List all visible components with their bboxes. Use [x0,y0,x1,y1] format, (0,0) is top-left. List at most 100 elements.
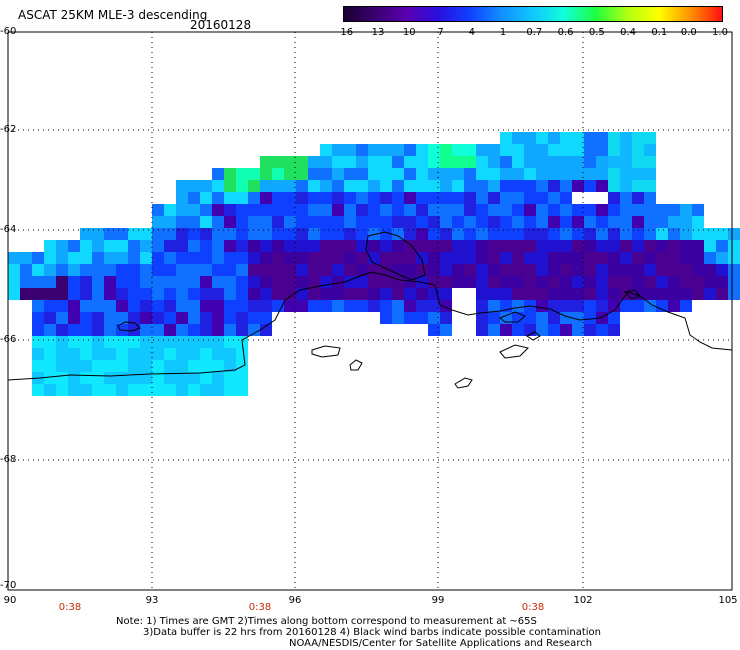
note-line-1: Note: 1) Times are GMT 2)Times along bot… [116,616,537,627]
swath-cell [308,168,320,180]
swath-cell [140,264,152,276]
swath-cell [428,240,440,252]
swath-cell [296,276,308,288]
swath-cell [560,240,572,252]
swath-cell [392,312,404,324]
swath-cell [320,192,332,204]
swath-cell [404,300,416,312]
swath-cell [416,228,428,240]
swath-cell [200,276,212,288]
swath-cell [692,252,704,264]
swath-cell [404,276,416,288]
swath-cell [56,252,68,264]
swath-cell [176,240,188,252]
swath-cell [260,192,272,204]
swath-cell [644,204,656,216]
swath-cell [164,216,176,228]
swath-cell [524,216,536,228]
swath-cell [128,360,140,372]
swath-cell [428,192,440,204]
swath-cell [80,336,92,348]
swath-cell [224,384,236,396]
swath-cell [464,264,476,276]
swath-cell [560,312,572,324]
swath-cell [248,240,260,252]
swath-cell [344,240,356,252]
swath-cell [68,264,80,276]
swath-cell [320,144,332,156]
swath-cell [596,324,608,336]
swath-cell [536,324,548,336]
swath-cell [632,228,644,240]
swath-cell [548,312,560,324]
swath-cell [380,168,392,180]
swath-cell [224,312,236,324]
swath-cell [104,336,116,348]
swath-cell [608,240,620,252]
swath-cell [212,324,224,336]
swath-cell [704,264,716,276]
swath-cell [644,300,656,312]
swath-cell [560,144,572,156]
swath-cell [224,204,236,216]
swath-cell [92,264,104,276]
swath-cell [236,180,248,192]
swath-cell [632,276,644,288]
swath-cell [152,300,164,312]
swath-cell [632,132,644,144]
swath-cell [644,252,656,264]
swath-cell [416,288,428,300]
swath-cell [500,252,512,264]
swath-cell [560,132,572,144]
swath-cell [464,216,476,228]
swath-cell [500,324,512,336]
swath-cell [428,312,440,324]
swath-cell [548,276,560,288]
swath-cell [368,156,380,168]
swath-cell [680,300,692,312]
swath-cell [512,216,524,228]
swath-cell [668,228,680,240]
swath-cell [548,264,560,276]
color-scale-tick-label: 1.0 [712,27,728,38]
swath-cell [296,156,308,168]
swath-cell [536,192,548,204]
swath-cell [440,156,452,168]
swath-cell [212,360,224,372]
swath-cell [80,348,92,360]
swath-cell [188,180,200,192]
swath-cell [236,276,248,288]
swath-cell [524,144,536,156]
swath-cell [680,204,692,216]
swath-cell [728,252,740,264]
swath-cell [128,276,140,288]
swath-cell [584,204,596,216]
swath-cell [344,168,356,180]
swath-cell [8,288,20,300]
swath-cell [668,216,680,228]
swath-cell [644,288,656,300]
swath-cell [260,276,272,288]
swath-cell [272,192,284,204]
swath-cell [632,180,644,192]
swath-cell [176,384,188,396]
product-title: ASCAT 25KM MLE-3 descending [18,8,208,22]
swath-cell [548,288,560,300]
swath-cell [80,324,92,336]
swath-cell [92,276,104,288]
swath-cell [416,240,428,252]
swath-cell [500,264,512,276]
swath-cell [344,216,356,228]
swath-cell [548,228,560,240]
swath-cell [596,204,608,216]
swath-cell [284,204,296,216]
swath-cell [476,168,488,180]
swath-cell [452,216,464,228]
swath-cell [380,180,392,192]
swath-cell [488,216,500,228]
swath-cell [284,156,296,168]
swath-cell [128,288,140,300]
swath-cell [176,276,188,288]
swath-cell [464,192,476,204]
swath-cell [164,204,176,216]
